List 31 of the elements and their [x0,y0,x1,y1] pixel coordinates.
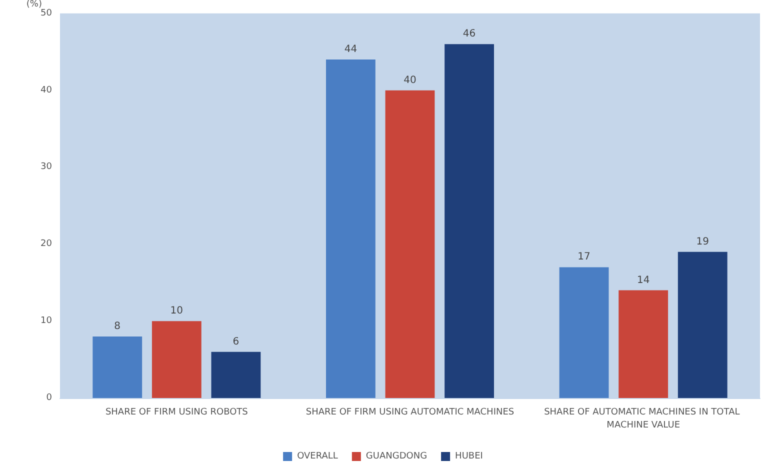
bar [559,267,609,398]
y-tick-label: 40 [40,85,52,96]
data-label: 14 [636,274,650,286]
y-tick-label: 30 [40,162,52,172]
y-tick-label: 20 [40,239,52,250]
data-label: 10 [170,306,184,317]
data-label: 8 [114,320,121,332]
bar [444,44,494,398]
y-tick-label: 50 [40,8,52,18]
legend-label: GUANGDONG [366,452,428,462]
bar [618,290,668,398]
data-label: 19 [696,236,709,248]
bar [211,352,261,398]
data-label: 40 [404,74,416,86]
x-tick-label: SHARE OF AUTOMATIC MACHINES IN TOTAL MACHINE VALUE [544,408,743,430]
bar [326,60,376,398]
legend-label: OVERALL [297,452,338,462]
data-label: 46 [462,28,476,40]
data-label: 17 [578,252,590,263]
y-tick-label: 0 [46,393,52,403]
bar [385,90,435,398]
bar [92,336,142,398]
bar [678,252,728,398]
y-tick-label: 10 [40,316,52,326]
data-label: 44 [344,44,358,56]
bar [152,321,202,398]
x-tick-label: SHARE OF FIRM USING ROBOTS [105,408,248,418]
y-axis-title: (%) [26,0,42,10]
legend-label: HUBEI [455,452,483,462]
data-label: 6 [232,336,240,348]
x-tick-label: SHARE OF FIRM USING AUTOMATIC MACHINES [306,408,514,418]
